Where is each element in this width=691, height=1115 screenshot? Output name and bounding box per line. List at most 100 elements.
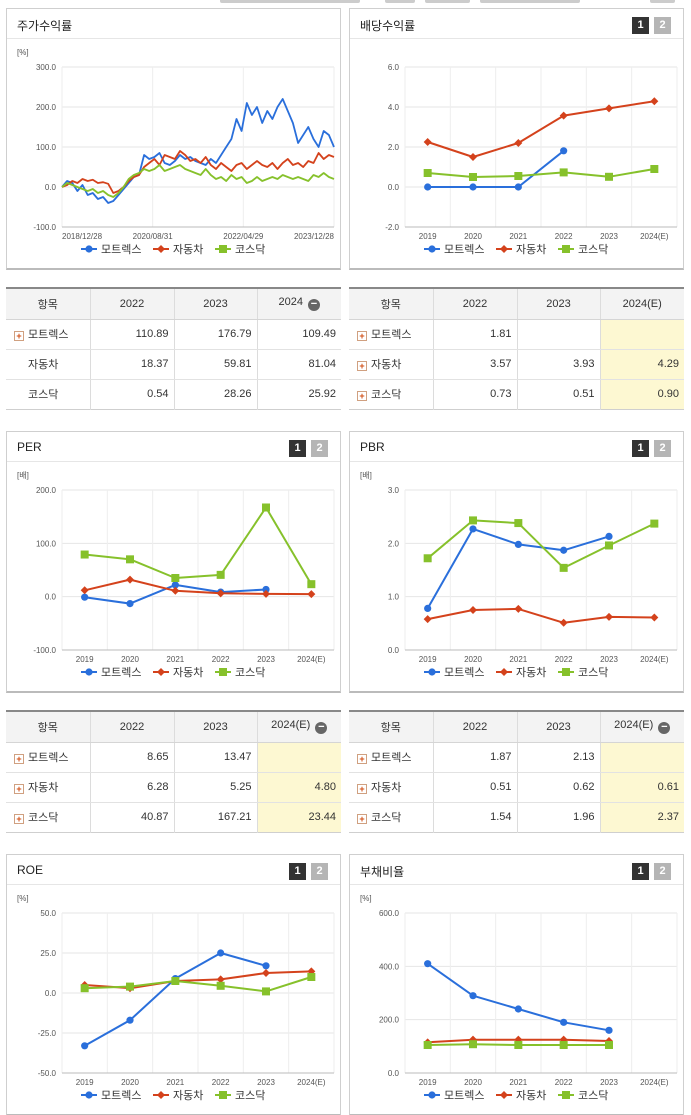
legend-label: 모트렉스 <box>444 1089 484 1102</box>
expand-icon[interactable]: + <box>357 784 367 794</box>
series-line <box>84 578 312 596</box>
dividend-yield-chart: 6.0 4.0 2.0 0.0 -2.0 2019 2020 2021 2022 2023 2024… <box>385 63 678 256</box>
y-tick-label: 25.0 <box>40 949 56 958</box>
x-tick-label: 2019 <box>76 1078 94 1087</box>
data-point <box>469 516 477 525</box>
per-chart: [배] 200.0 100.0 0.0 -100.0 2019 2020 2021 2022 20… <box>17 471 335 679</box>
data-point <box>126 1016 134 1024</box>
data-point <box>80 550 89 559</box>
unit-label: [%] <box>360 894 372 903</box>
data-point <box>126 982 134 991</box>
expand-icon[interactable]: + <box>14 754 24 764</box>
x-tick-label: 2019 <box>419 655 437 664</box>
data-point <box>262 585 270 594</box>
data-point <box>559 563 568 572</box>
legend-label: 자동차 <box>173 666 203 679</box>
series-line <box>427 168 655 178</box>
y-tick-label: -25.0 <box>38 1029 57 1038</box>
data-point <box>81 1042 89 1050</box>
y-tick-label: 100.0 <box>36 539 57 548</box>
pbr-chart: [배] 3.0 2.0 1.0 0.0 2019 2020 2021 2022 2023 2024(… <box>360 471 678 679</box>
col-header: 2023 <box>173 288 257 320</box>
data-point <box>428 1091 436 1099</box>
data-point <box>217 949 225 957</box>
table-row: + 코스닥 1.54 1.96 2.37 <box>349 802 684 832</box>
data-point <box>605 1041 613 1049</box>
data-point <box>650 519 659 528</box>
y-tick-label: 2.0 <box>388 143 400 152</box>
table-row: + 코스닥 0.73 0.51 0.90 <box>349 379 684 409</box>
expand-icon[interactable]: + <box>14 784 24 794</box>
expand-icon[interactable]: + <box>357 391 367 401</box>
data-point <box>85 668 93 676</box>
expand-icon[interactable]: + <box>357 331 367 341</box>
col-header: 항목 <box>6 288 90 320</box>
x-tick-label: 2021 <box>509 232 527 241</box>
series-line <box>427 150 565 188</box>
x-tick-label: 2019 <box>76 655 94 664</box>
page-2-button[interactable]: 2 <box>654 863 671 880</box>
debt-ratio-chart: [%] 600.0 400.0 200.0 0.0 2019 2020 2021 2022 202… <box>360 894 678 1102</box>
legend-label: 코스닥 <box>235 243 265 256</box>
data-point <box>157 668 165 676</box>
y-tick-label: 600.0 <box>379 909 400 918</box>
data-point <box>126 600 134 608</box>
data-point <box>650 165 659 173</box>
data-point <box>262 589 270 598</box>
page-1-button[interactable]: 1 <box>632 17 649 34</box>
col-header: 2022 <box>432 711 517 743</box>
expand-icon[interactable]: + <box>357 814 367 824</box>
page-2-button[interactable]: 2 <box>654 440 671 457</box>
x-tick-label: 2022 <box>212 655 230 664</box>
data-point <box>424 183 432 191</box>
col-header: 항목 <box>6 711 90 743</box>
panel-title: PBR <box>360 440 385 454</box>
y-tick-label: 0.0 <box>388 646 400 655</box>
series-line <box>84 952 267 1047</box>
series-line <box>61 150 335 194</box>
x-tick-label: 2023 <box>600 655 618 664</box>
series-line <box>427 519 655 569</box>
panel-title: PER <box>17 440 42 454</box>
x-tick-label: 2024(E) <box>640 232 669 241</box>
page-2-button[interactable]: 2 <box>654 17 671 34</box>
data-point <box>81 593 89 601</box>
legend-label: 모트렉스 <box>444 243 484 256</box>
top-tab-strip <box>210 0 690 4</box>
panel-title: 부채비율 <box>360 865 405 879</box>
data-point <box>605 532 613 540</box>
page-1-button[interactable]: 1 <box>289 863 306 880</box>
data-point <box>650 613 659 622</box>
page-2-button[interactable]: 2 <box>311 863 328 880</box>
data-point <box>219 668 227 676</box>
page-1-button[interactable]: 1 <box>632 863 649 880</box>
data-point <box>605 541 613 550</box>
panel-title: 배당수익률 <box>360 19 416 33</box>
unit-label: [%] <box>17 894 29 903</box>
dividend-yield-table: 항목 2022 2023 2024(E) + 모트렉스 1.81 + 자동차 3.57 3.93… <box>349 287 684 410</box>
per-table: 항목 2022 2023 2024(E) − + 모트렉스 8.65 13.47 + 자동차 6… <box>6 710 341 833</box>
x-tick-label: 2021 <box>166 1078 184 1087</box>
table-row: + 모트렉스 1.87 2.13 <box>349 742 684 773</box>
data-point <box>171 977 180 985</box>
x-tick-label: 2021 <box>166 655 184 664</box>
expand-icon[interactable]: + <box>357 361 367 371</box>
y-tick-label: 0.0 <box>388 1069 400 1078</box>
collapse-icon[interactable]: − <box>315 722 328 735</box>
expand-icon[interactable]: + <box>14 331 24 341</box>
expand-icon[interactable]: + <box>14 814 24 824</box>
expand-icon[interactable]: + <box>357 754 367 764</box>
data-point <box>500 1091 508 1099</box>
data-point <box>126 555 134 564</box>
collapse-icon[interactable]: − <box>308 299 321 312</box>
page-1-button[interactable]: 1 <box>289 440 306 457</box>
col-header: 2022 <box>89 288 174 320</box>
collapse-icon[interactable]: − <box>658 722 671 735</box>
page-1-button[interactable]: 1 <box>632 440 649 457</box>
page-2-button[interactable]: 2 <box>311 440 328 457</box>
data-point <box>559 111 568 120</box>
